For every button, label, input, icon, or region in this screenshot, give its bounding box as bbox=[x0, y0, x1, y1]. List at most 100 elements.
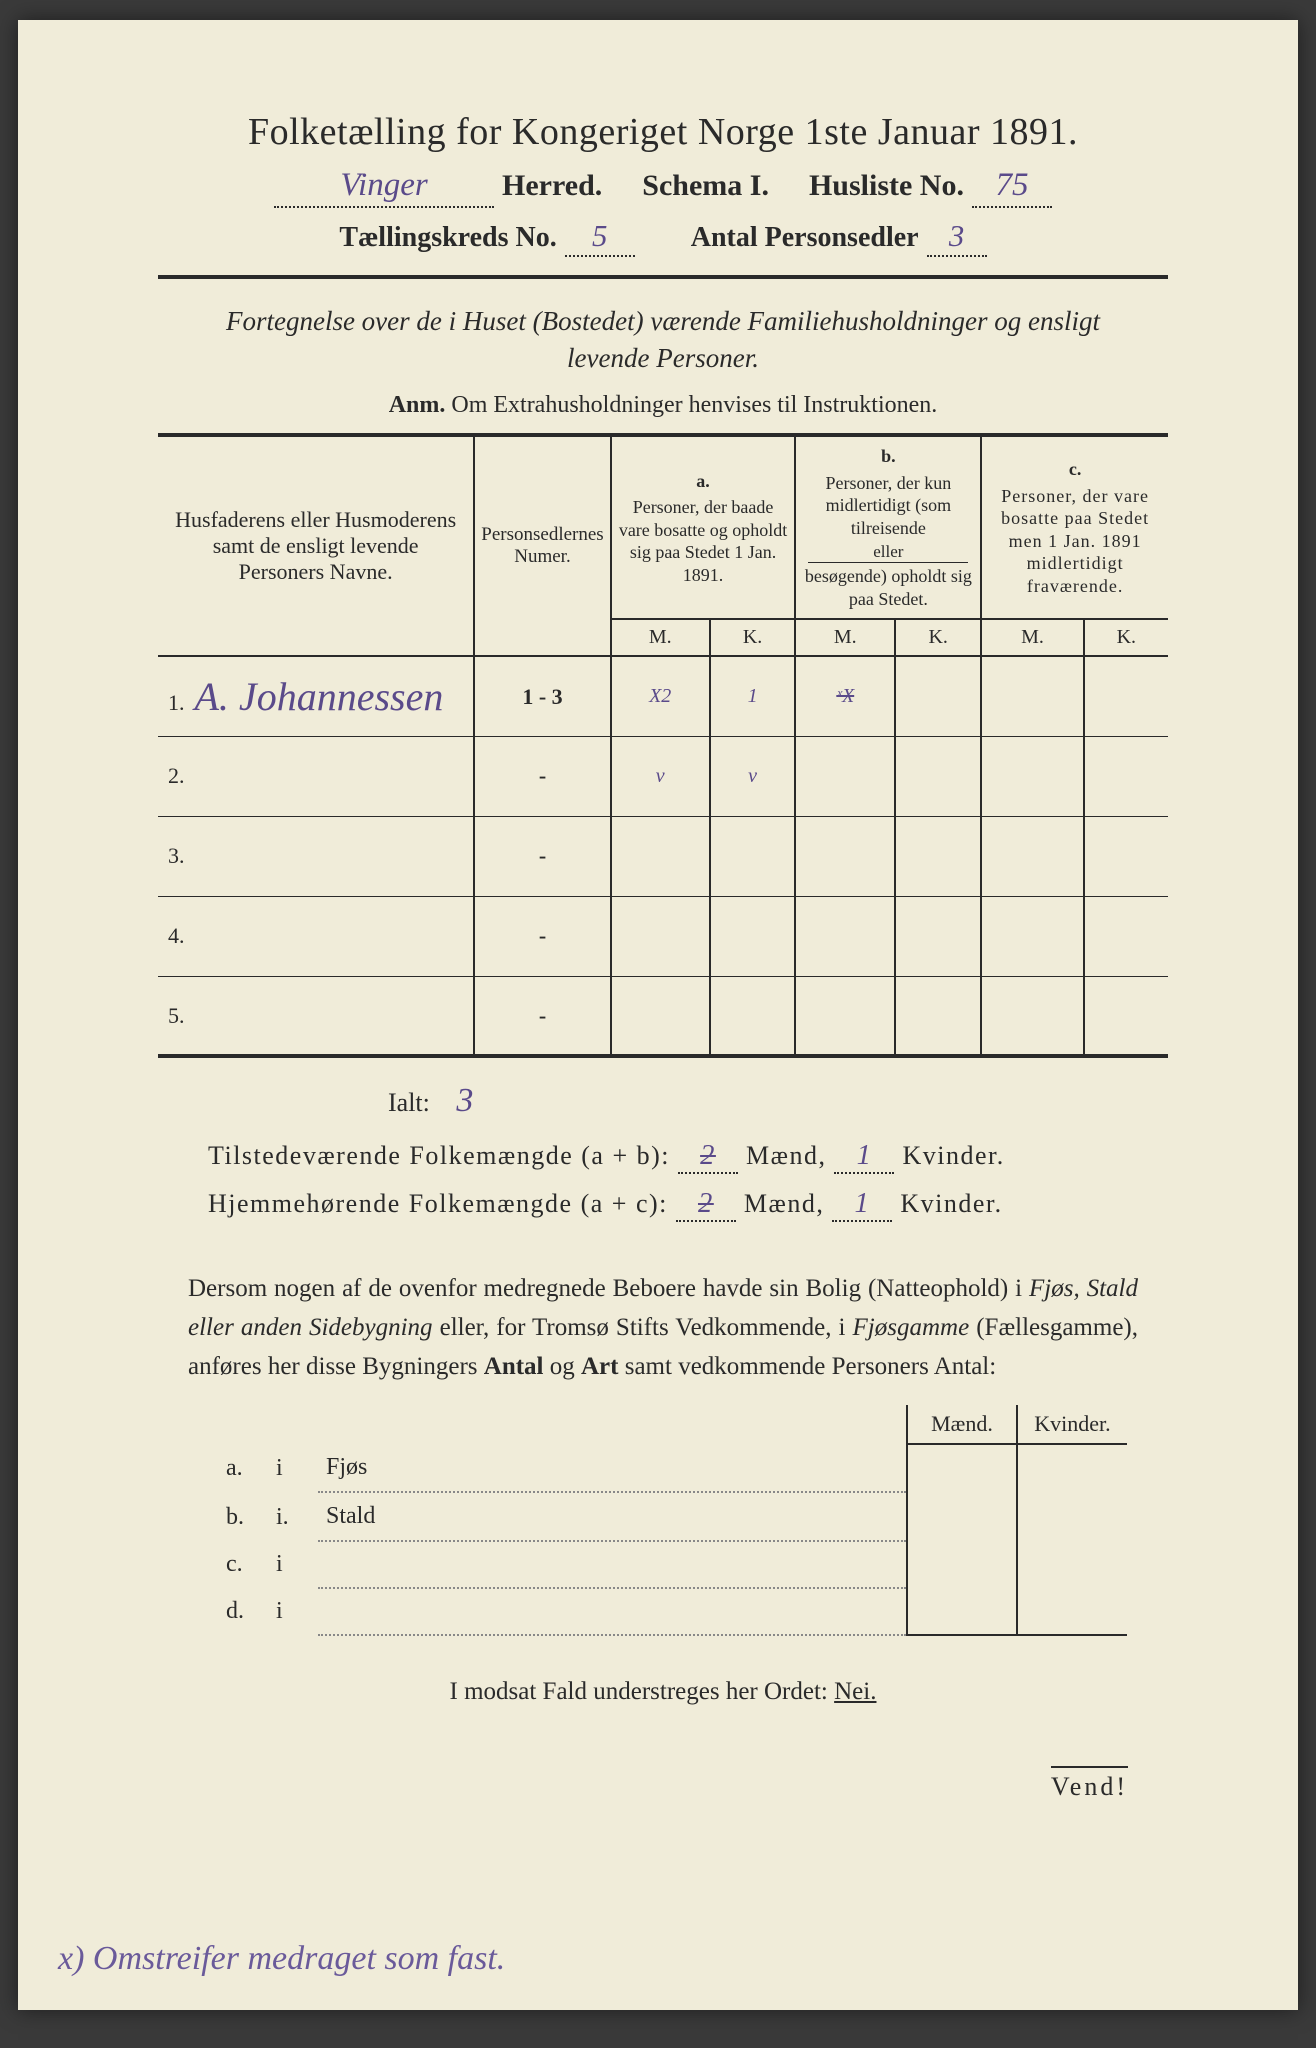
row-num: 2. bbox=[168, 763, 185, 788]
a-k: K. bbox=[710, 619, 796, 656]
row-num: 5. bbox=[168, 1003, 185, 1028]
cell-cm bbox=[981, 736, 1083, 816]
b-sep: eller bbox=[808, 541, 968, 563]
cell-bk bbox=[895, 656, 981, 736]
cell-bm bbox=[795, 976, 895, 1056]
l2-m: 2 bbox=[676, 1188, 736, 1222]
kreds-label: Tællingskreds No. bbox=[339, 222, 556, 254]
rule-1 bbox=[158, 275, 1168, 279]
annotation-line: Anm. Om Extrahusholdninger henvises til … bbox=[158, 392, 1168, 419]
census-table: Husfaderens eller Husmoderens samt de en… bbox=[158, 433, 1168, 1058]
cell-cm bbox=[981, 976, 1083, 1056]
l1-k: 1 bbox=[834, 1140, 894, 1174]
cell-bm bbox=[795, 736, 895, 816]
l2-k: 1 bbox=[832, 1188, 892, 1222]
antal-value: 3 bbox=[927, 218, 987, 257]
b-text-2: besøgende) opholdt sig paa Stedet. bbox=[805, 566, 972, 609]
c-text: Personer, der vare bosatte paa Stedet me… bbox=[1001, 486, 1149, 596]
bldg-row: a. i Fjøs bbox=[218, 1444, 1127, 1492]
header-row-2: Tællingskreds No. 5 Antal Personsedler 3 bbox=[158, 218, 1168, 257]
subtitle: Fortegnelse over de i Huset (Bostedet) v… bbox=[218, 303, 1108, 379]
ialt-line: Ialt: 3 bbox=[388, 1082, 1168, 1120]
bldg-t bbox=[318, 1588, 907, 1635]
anm-label: Anm. bbox=[389, 392, 446, 418]
totals-line-1: Tilstedeværende Folkemængde (a + b): 2 M… bbox=[208, 1140, 1138, 1174]
row-num: 4. bbox=[168, 923, 185, 948]
vend-label: Vend! bbox=[1051, 1766, 1128, 1802]
a-text: Personer, der baade vare bosatte og opho… bbox=[619, 497, 787, 585]
bldg-t bbox=[318, 1541, 907, 1588]
table-row: 2. - v v bbox=[158, 736, 1168, 816]
cell-bm bbox=[795, 896, 895, 976]
husliste-label: Husliste No. bbox=[809, 169, 964, 203]
cell-num: - bbox=[474, 816, 610, 896]
bldg-i: i bbox=[268, 1588, 318, 1635]
bldg-row: c. i bbox=[218, 1541, 1127, 1588]
building-paragraph: Dersom nogen af de ovenfor medregnede Be… bbox=[188, 1270, 1138, 1386]
c-label: c. bbox=[988, 458, 1162, 481]
cell-bm: ˣX bbox=[795, 656, 895, 736]
bldg-l: b. bbox=[218, 1492, 268, 1541]
b-text-1: Personer, der kun midlertidigt (som tilr… bbox=[826, 473, 952, 538]
anm-text: Om Extrahusholdninger henvises til Instr… bbox=[451, 392, 937, 418]
cell-ak bbox=[710, 976, 796, 1056]
header-row-1: Vinger Herred. Schema I. Husliste No. 75 bbox=[158, 166, 1168, 208]
kvinder-label: Kvinder. bbox=[902, 1141, 1004, 1171]
cell-cm bbox=[981, 656, 1083, 736]
page-title: Folketælling for Kongeriget Norge 1ste J… bbox=[158, 110, 1168, 154]
bldg-m bbox=[907, 1492, 1017, 1541]
col-num-text: Personsedlernes Numer. bbox=[481, 524, 603, 567]
cell-ck bbox=[1084, 976, 1168, 1056]
building-table: Mænd. Kvinder. a. i Fjøs b. i. Stald c. … bbox=[218, 1405, 1127, 1636]
cell-num: - bbox=[474, 976, 610, 1056]
cell-num: 1 - 3 bbox=[474, 656, 610, 736]
totals-line-2: Hjemmehørende Folkemængde (a + c): 2 Mæn… bbox=[208, 1188, 1138, 1222]
cell-cm bbox=[981, 816, 1083, 896]
c-k: K. bbox=[1084, 619, 1168, 656]
col-b-header: b. Personer, der kun midlertidigt (som t… bbox=[795, 435, 981, 619]
cell-bk bbox=[895, 736, 981, 816]
ialt-label: Ialt: bbox=[388, 1088, 430, 1117]
cell-ck bbox=[1084, 816, 1168, 896]
table-row: 1.A. Johannessen 1 - 3 X2 1 ˣX bbox=[158, 656, 1168, 736]
nei-underlined: Nei. bbox=[834, 1678, 876, 1705]
col-name-text: Husfaderens eller Husmoderens samt de en… bbox=[175, 507, 456, 584]
cell-num: - bbox=[474, 736, 610, 816]
husliste-value: 75 bbox=[972, 166, 1052, 208]
b-k: K. bbox=[895, 619, 981, 656]
totals-l1-label: Tilstedeværende Folkemængde (a + b): bbox=[208, 1141, 670, 1171]
cell-ck bbox=[1084, 896, 1168, 976]
kvinder-label-2: Kvinder. bbox=[900, 1189, 1002, 1219]
cell-am: v bbox=[611, 736, 710, 816]
bldg-t: Stald bbox=[326, 1503, 375, 1529]
col-a-header: a. Personer, der baade vare bosatte og o… bbox=[611, 435, 796, 619]
bldg-l: d. bbox=[218, 1588, 268, 1635]
cell-num: - bbox=[474, 896, 610, 976]
cell-bk bbox=[895, 816, 981, 896]
row-num: 3. bbox=[168, 843, 185, 868]
herred-label: Herred. bbox=[502, 169, 602, 203]
col-num-header: Personsedlernes Numer. bbox=[474, 435, 610, 656]
b-label: b. bbox=[802, 445, 974, 468]
bldg-row: d. i bbox=[218, 1588, 1127, 1635]
maend-label-2: Mænd, bbox=[744, 1189, 824, 1219]
bldg-i: i. bbox=[268, 1492, 318, 1541]
l1-m: 2 bbox=[678, 1140, 738, 1174]
herred-value: Vinger bbox=[274, 166, 494, 208]
b-m: M. bbox=[795, 619, 895, 656]
cell-am bbox=[611, 816, 710, 896]
cell-bm bbox=[795, 816, 895, 896]
col-c-header: c. Personer, der vare bosatte paa Stedet… bbox=[981, 435, 1168, 619]
cell-am bbox=[611, 896, 710, 976]
bldg-l: c. bbox=[218, 1541, 268, 1588]
col-name-header: Husfaderens eller Husmoderens samt de en… bbox=[158, 435, 474, 656]
table-row: 4. - bbox=[158, 896, 1168, 976]
bldg-k bbox=[1017, 1492, 1127, 1541]
schema-label: Schema I. bbox=[642, 169, 769, 203]
maend-label: Mænd, bbox=[746, 1141, 826, 1171]
footnote-handwritten: x) Omstreifer medraget som fast. bbox=[58, 1940, 505, 1978]
cell-bk bbox=[895, 896, 981, 976]
table-row: 5. - bbox=[158, 976, 1168, 1056]
ialt-value: 3 bbox=[456, 1082, 473, 1119]
cell-ak: 1 bbox=[710, 656, 796, 736]
